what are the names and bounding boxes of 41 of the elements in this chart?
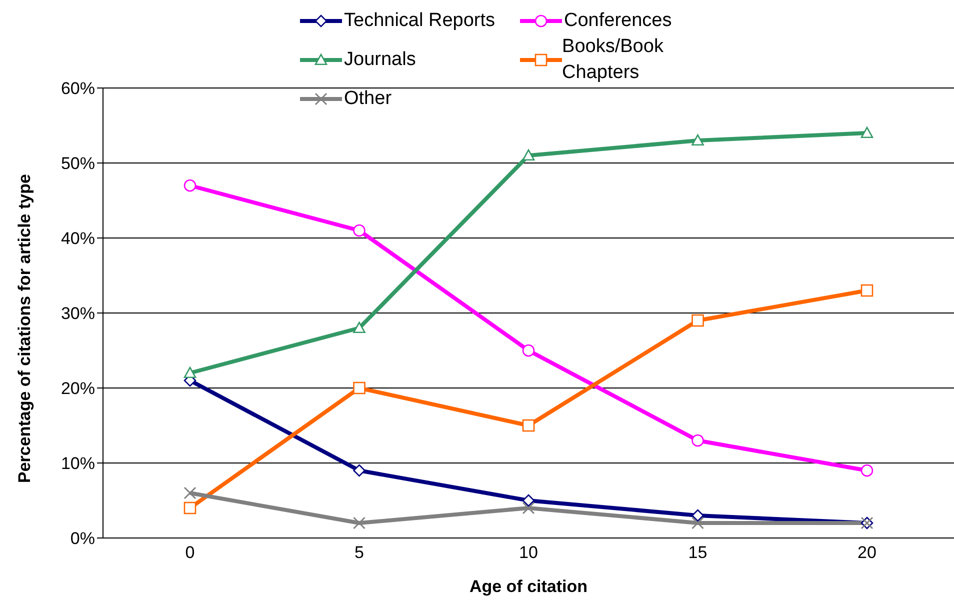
point — [860, 284, 874, 297]
point — [860, 126, 874, 138]
point — [353, 322, 366, 334]
legend-label: Conferences — [564, 9, 672, 33]
point — [184, 179, 196, 192]
x-tick-label: 15 — [688, 543, 708, 562]
point — [692, 509, 704, 522]
point — [353, 224, 366, 237]
x-tick-label: 5 — [354, 543, 364, 562]
y-tick-label: 20% — [60, 379, 95, 398]
x-tick-label: 20 — [858, 543, 876, 562]
legend-label: Other — [344, 87, 392, 111]
y-tick-label: 10% — [60, 454, 95, 474]
point — [353, 516, 366, 530]
point — [184, 486, 196, 500]
point — [692, 434, 704, 447]
y-tick-label: 30% — [60, 304, 95, 324]
legend-label: Books/Book Chapters — [562, 35, 664, 85]
point — [692, 134, 704, 146]
point — [353, 382, 366, 394]
point — [692, 314, 704, 327]
y-axis-title: Percentage of citations for article type — [15, 174, 34, 483]
point — [860, 464, 874, 477]
point — [522, 502, 535, 514]
point — [522, 149, 535, 161]
point — [184, 502, 196, 514]
x-tick-label: 10 — [519, 543, 538, 562]
legend-label: Technical Reports — [344, 9, 496, 33]
y-tick-label: 40% — [60, 229, 95, 248]
point — [353, 464, 366, 477]
point — [184, 366, 196, 378]
y-tick-label: 50% — [60, 154, 95, 174]
x-tick-label: 0 — [185, 543, 195, 562]
legend-label: Journals — [344, 48, 416, 72]
point — [522, 344, 535, 357]
x-axis-title: Age of citation — [469, 577, 588, 596]
point — [692, 516, 704, 530]
point — [522, 494, 535, 507]
y-tick-label: 0% — [70, 529, 95, 548]
y-tick-label: 60% — [60, 79, 95, 98]
point — [522, 419, 535, 432]
